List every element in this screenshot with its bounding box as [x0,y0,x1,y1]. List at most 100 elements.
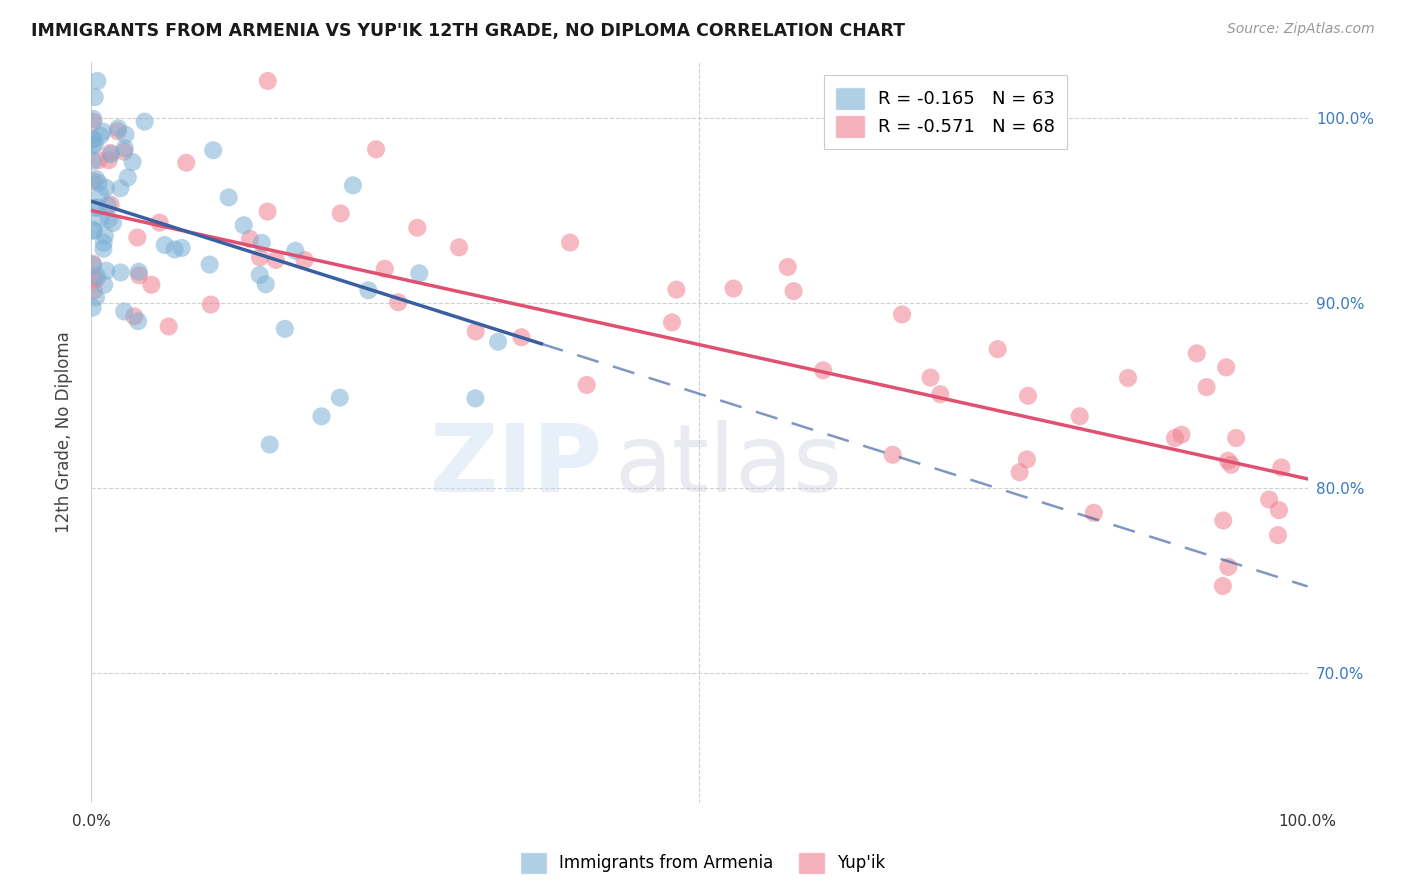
Point [254,277,277,292]
Point [134,114,156,128]
Point [82,132,104,146]
Point [93,277,115,292]
Point [93,242,115,256]
Point [84,172,107,186]
Point [1069,409,1091,424]
Point [114,128,136,142]
Point [1015,452,1038,467]
Point [101,216,124,230]
Point [510,330,533,344]
Point [329,391,352,405]
Point [920,370,942,384]
Point [127,230,149,244]
Point [364,142,387,156]
Text: ZIP: ZIP [429,420,602,512]
Point [1267,528,1289,542]
Point [665,283,688,297]
Point [82,114,104,128]
Point [82,174,104,188]
Point [121,155,143,169]
Point [284,244,307,258]
Point [170,241,193,255]
Point [128,268,150,283]
Point [1215,360,1237,375]
Point [558,235,581,250]
Point [153,238,176,252]
Point [127,314,149,328]
Point [86,268,108,283]
Point [202,143,225,157]
Point [1220,458,1243,472]
Point [1212,513,1234,527]
Legend: Immigrants from Armenia, Yup'ik: Immigrants from Armenia, Yup'ik [515,847,891,880]
Point [87,153,110,168]
Point [811,363,834,377]
Point [163,243,186,257]
Point [107,121,129,136]
Point [1270,460,1292,475]
Point [723,281,745,295]
Legend: R = -0.165   N = 63, R = -0.571   N = 68: R = -0.165 N = 63, R = -0.571 N = 68 [824,75,1067,149]
Point [449,240,471,254]
Point [249,268,271,282]
Point [198,258,221,272]
Point [107,124,129,138]
Point [97,198,120,212]
Point [256,204,278,219]
Point [891,307,914,321]
Point [86,272,108,286]
Point [239,232,262,246]
Text: Source: ZipAtlas.com: Source: ZipAtlas.com [1227,22,1375,37]
Point [782,284,804,298]
Text: IMMIGRANTS FROM ARMENIA VS YUP'IK 12TH GRADE, NO DIPLOMA CORRELATION CHART: IMMIGRANTS FROM ARMENIA VS YUP'IK 12TH G… [31,22,905,40]
Point [776,260,799,274]
Point [929,387,952,401]
Point [1017,389,1039,403]
Point [1258,492,1281,507]
Point [1164,431,1187,445]
Point [83,201,105,215]
Point [264,252,287,267]
Point [1083,506,1105,520]
Point [114,141,136,155]
Text: atlas: atlas [614,420,842,512]
Point [89,211,111,226]
Point [83,90,105,104]
Point [96,264,118,278]
Point [97,153,120,168]
Point [83,284,105,298]
Point [112,304,135,318]
Point [374,261,396,276]
Point [200,297,222,311]
Point [329,206,352,220]
Point [82,274,104,288]
Point [141,277,163,292]
Point [1212,579,1234,593]
Point [82,112,104,126]
Point [97,212,120,227]
Point [218,190,240,204]
Point [100,197,122,211]
Point [274,322,297,336]
Point [87,176,110,190]
Point [486,334,509,349]
Point [117,170,139,185]
Point [84,136,107,151]
Point [100,147,122,161]
Point [100,145,122,160]
Point [357,283,380,297]
Point [1268,503,1291,517]
Point [294,252,316,267]
Point [1225,431,1247,445]
Point [256,74,278,88]
Point [83,224,105,238]
Point [87,201,110,215]
Point [387,295,409,310]
Point [342,178,364,193]
Point [1008,465,1031,479]
Point [1216,454,1239,468]
Point [86,74,108,88]
Point [93,235,115,250]
Point [232,218,254,232]
Point [90,128,112,143]
